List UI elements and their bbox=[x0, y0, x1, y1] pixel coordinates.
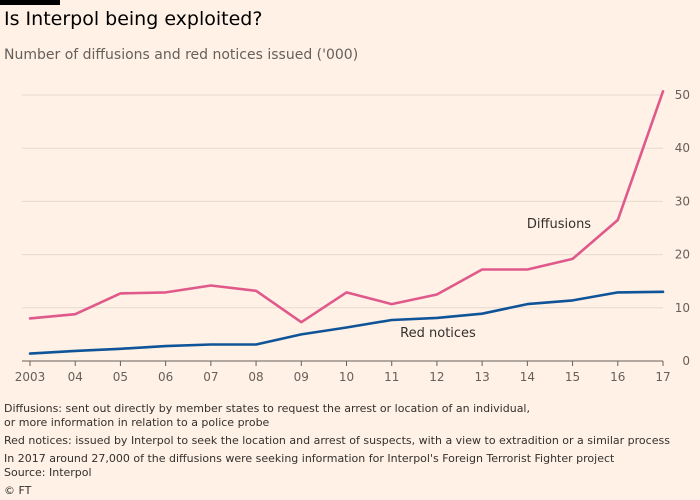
note-diffusions-line2: or more information in relation to a pol… bbox=[4, 416, 270, 429]
y-tick-label: 40 bbox=[675, 141, 690, 155]
y-tick-label: 0 bbox=[682, 354, 690, 368]
note-source: Source: Interpol bbox=[4, 466, 92, 479]
note-foreign-fighters: In 2017 around 27,000 of the diffusions … bbox=[4, 452, 615, 465]
x-tick-label: 04 bbox=[68, 370, 83, 384]
note-red-notices: Red notices: issued by Interpol to seek … bbox=[4, 434, 670, 447]
x-tick-label: 17 bbox=[655, 370, 670, 384]
series-layer bbox=[28, 90, 665, 355]
y-tick-label: 50 bbox=[675, 88, 690, 102]
y-tick-label: 30 bbox=[675, 194, 690, 208]
series-label-red-notices: Red notices bbox=[400, 326, 476, 341]
ft-top-bar bbox=[0, 0, 60, 5]
x-tick-label: 09 bbox=[294, 370, 309, 384]
grid-layer bbox=[22, 94, 663, 362]
ft-copyright: © FT bbox=[4, 484, 32, 497]
x-tick-label: 14 bbox=[520, 370, 535, 384]
x-tick-label: 13 bbox=[475, 370, 490, 384]
x-tick-label: 08 bbox=[248, 370, 263, 384]
x-axis: 2003 04 05 06 07 08 09 10 11 12 13 14 15 16 17 bbox=[15, 361, 671, 384]
series-line-red-notices bbox=[28, 290, 665, 355]
x-tick-label: 07 bbox=[203, 370, 218, 384]
chart-subtitle: Number of diffusions and red notices iss… bbox=[4, 47, 359, 63]
y-axis: 0 10 20 30 40 50 bbox=[675, 88, 690, 368]
y-tick-label: 10 bbox=[675, 301, 690, 315]
line-chart: 0 10 20 30 40 50 2003 04 05 06 07 08 09 10 11 12 13 14 15… bbox=[15, 88, 690, 384]
x-tick-label: 05 bbox=[113, 370, 128, 384]
x-tick-label: 15 bbox=[565, 370, 580, 384]
y-tick-label: 20 bbox=[675, 248, 690, 262]
x-tick-label: 2003 bbox=[15, 370, 46, 384]
chart-title: Is Interpol being exploited? bbox=[4, 8, 263, 30]
chart-notes: Diffusions: sent out directly by member … bbox=[4, 402, 694, 480]
x-tick-label: 16 bbox=[610, 370, 625, 384]
note-diffusions-line1: Diffusions: sent out directly by member … bbox=[4, 402, 530, 415]
x-tick-label: 11 bbox=[384, 370, 399, 384]
x-tick-label: 12 bbox=[429, 370, 444, 384]
series-label-diffusions: Diffusions bbox=[527, 217, 591, 232]
series-line-diffusions bbox=[28, 90, 665, 324]
x-tick-label: 10 bbox=[339, 370, 354, 384]
x-tick-label: 06 bbox=[158, 370, 173, 384]
